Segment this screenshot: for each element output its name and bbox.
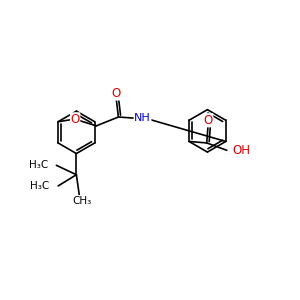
Text: H₃C: H₃C [29, 160, 48, 170]
Text: O: O [111, 87, 121, 100]
Text: H₃C: H₃C [30, 181, 49, 191]
Text: O: O [204, 114, 213, 127]
Text: CH₃: CH₃ [73, 196, 92, 206]
Text: OH: OH [232, 144, 250, 157]
Text: NH: NH [134, 113, 151, 124]
Text: O: O [70, 113, 80, 126]
